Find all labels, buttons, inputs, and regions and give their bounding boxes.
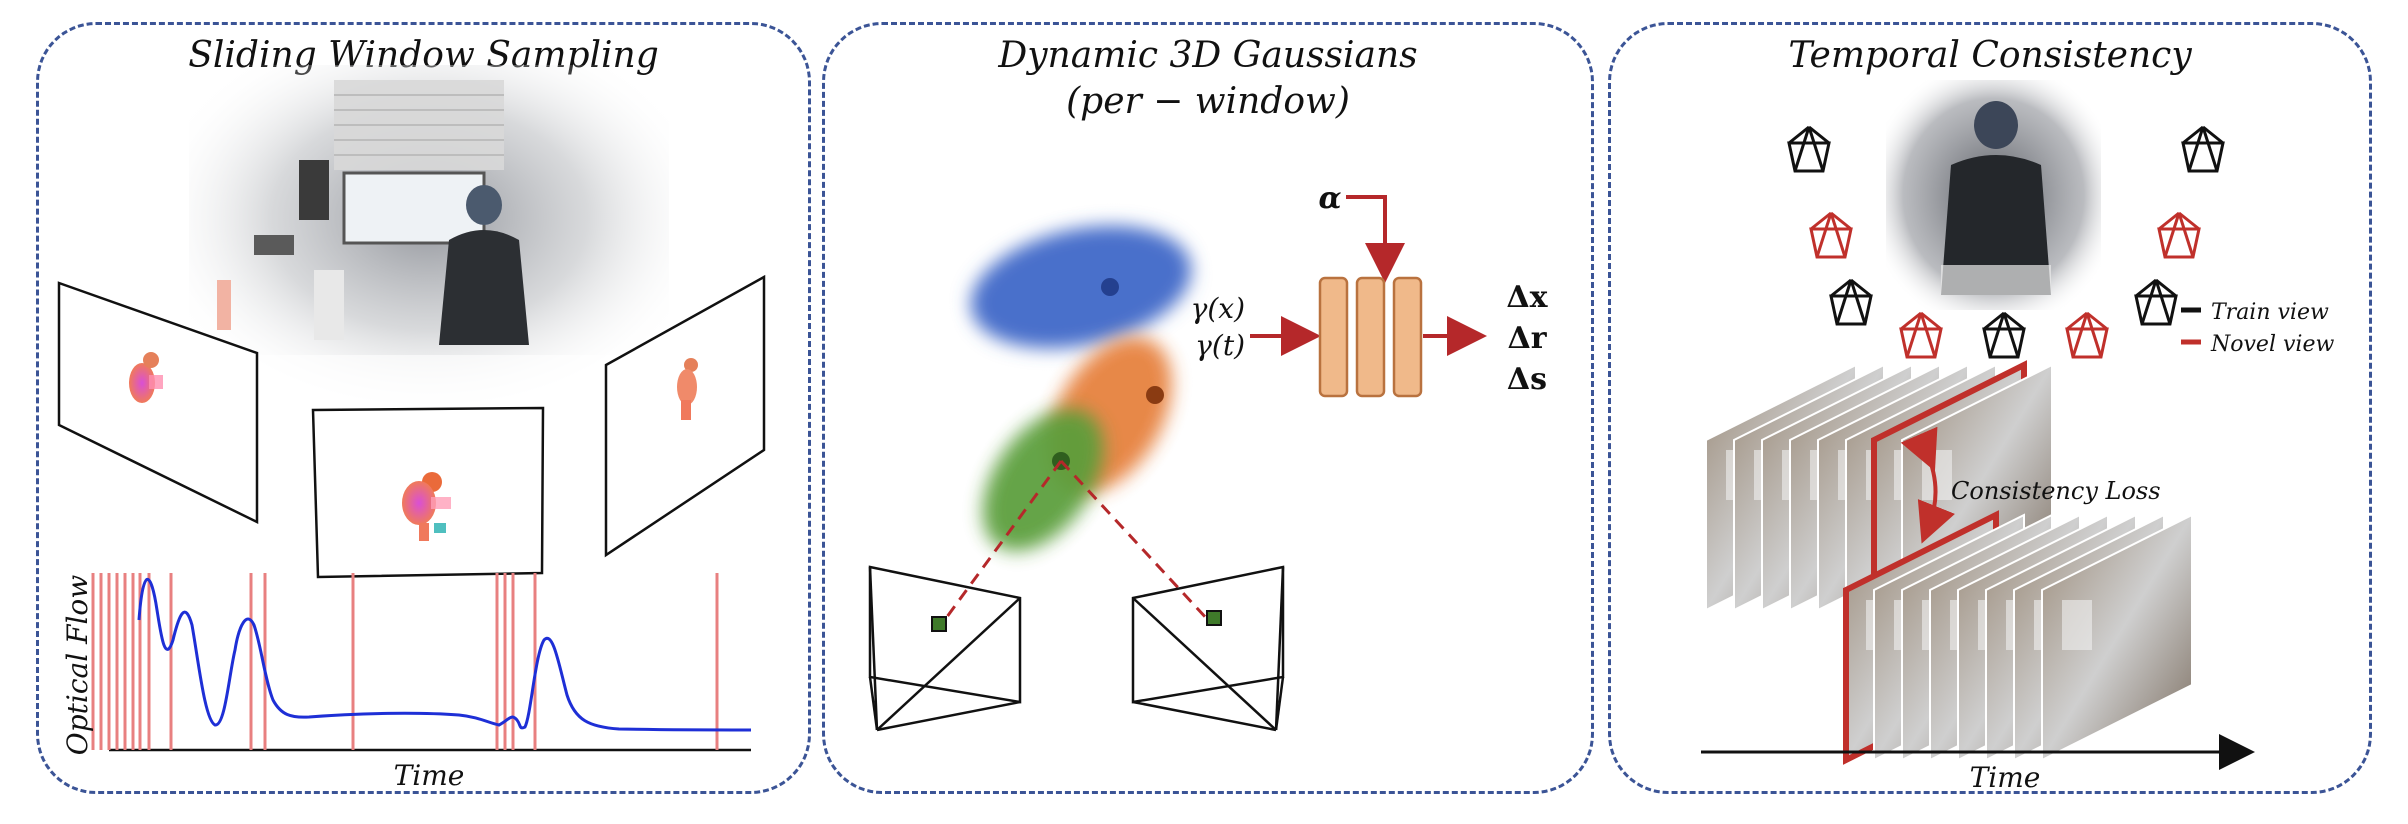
output-delta-x: Δx xyxy=(1506,280,1548,315)
panel-title-line2: (per − window) xyxy=(1066,81,1350,122)
panel-sliding-window: Sliding Window Sampling xyxy=(36,22,811,794)
gaussian-blobs xyxy=(970,225,1192,552)
camera-pyramid-icon xyxy=(1982,311,2026,359)
camera-frustum-icon xyxy=(1131,565,1285,732)
camera-pyramid-icon xyxy=(1829,278,1873,326)
projection-ray-right xyxy=(1059,459,1210,622)
camera-pyramid-icon xyxy=(1787,125,1831,173)
camera-pyramid-icon xyxy=(2065,311,2109,359)
input-gamma-x: γ(x) xyxy=(1191,292,1245,325)
optical-flow-plot: Optical Flow Time xyxy=(61,573,752,792)
panel-temporal-consistency: Temporal Consistency xyxy=(1608,22,2372,794)
portrait-photo xyxy=(1886,80,2101,310)
legend-train-view: Train view xyxy=(2211,300,2329,325)
mlp-network xyxy=(1318,276,1423,398)
panel-title: Temporal Consistency xyxy=(1788,35,2192,76)
consistency-arrow xyxy=(1900,426,1955,544)
camera-rig xyxy=(1787,125,2225,359)
plot-x-label: Time xyxy=(394,759,465,792)
gaussian-blue xyxy=(970,225,1192,349)
input-alpha: α xyxy=(1318,181,1341,216)
window-sample-lines xyxy=(91,573,719,750)
camera-pyramid-icon xyxy=(2157,211,2201,259)
projection-ray-left xyxy=(939,460,1063,626)
camera-pyramid-icon xyxy=(2181,125,2225,173)
flow-frame-right xyxy=(604,274,766,558)
gaussian-green xyxy=(982,408,1104,552)
legend-novel-view: Novel view xyxy=(2210,332,2334,357)
optical-flow-curve xyxy=(137,577,752,732)
plot-y-label: Optical Flow xyxy=(61,575,94,756)
consistency-loss-label: Consistency Loss xyxy=(1951,477,2161,505)
camera-frustum-icon xyxy=(868,565,1022,732)
output-delta-r: Δr xyxy=(1507,321,1547,356)
sliding-window-figure: Optical Flow Time xyxy=(57,65,766,792)
view-legend: Train view Novel view xyxy=(2181,300,2334,357)
flow-frame-center xyxy=(311,406,545,579)
output-delta-s: Δs xyxy=(1507,362,1547,397)
time-label: Time xyxy=(1970,761,2041,794)
alpha-arrow xyxy=(1346,195,1405,283)
camera-pyramid-icon xyxy=(1809,211,1853,259)
panel-title-line1: Dynamic 3D Gaussians xyxy=(998,35,1418,76)
camera-pyramid-icon xyxy=(2134,278,2178,326)
panel-dynamic-gaussians: Dynamic 3D Gaussians (per − window) xyxy=(822,22,1594,794)
temporal-figure: Train view Novel view Consistency Loss T… xyxy=(1701,80,2334,794)
kitchen-photo xyxy=(159,65,679,415)
video-frame xyxy=(2041,513,2193,762)
flow-frame-left xyxy=(57,281,259,525)
gaussians-figure: α γ(x) γ(t) Δx Δr Δs xyxy=(868,181,1549,732)
camera-pyramid-icon xyxy=(1899,311,1943,359)
frame-stack-lower xyxy=(1843,510,2193,765)
input-gamma-t: γ(t) xyxy=(1195,329,1245,362)
